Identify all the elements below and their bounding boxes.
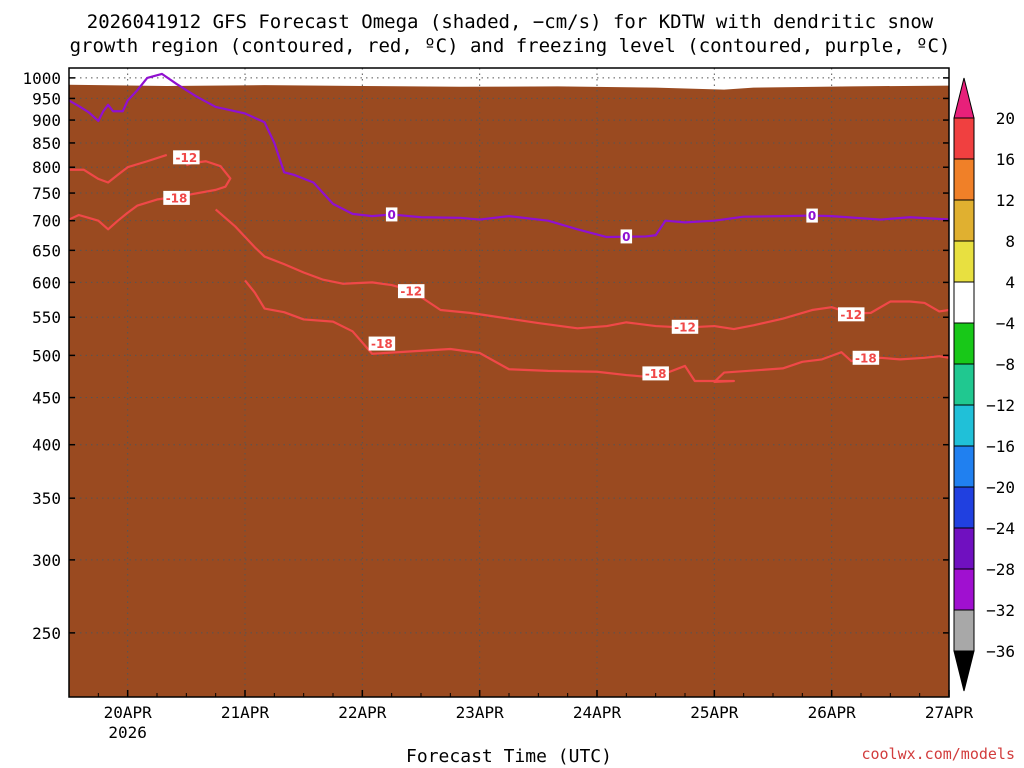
- contour-label-bg-4-1: [620, 229, 633, 244]
- colorbar-label-4: 4: [1005, 273, 1015, 292]
- colorbar-bin-5: [953, 322, 975, 365]
- colorbar-bin-0: [953, 117, 975, 160]
- y-tick-label-1000: 1000: [22, 69, 61, 88]
- colorbar-bin-7: [953, 404, 975, 447]
- y-tick-label-350: 350: [32, 489, 61, 508]
- y-tick-label-250: 250: [32, 624, 61, 643]
- contour-lines: -18 -18 -18 -12 -12 -12 -18 -12 0 0 0: [69, 72, 949, 383]
- colorbar-bin-6: [953, 363, 975, 406]
- colorbar-label-9: −20: [986, 478, 1015, 497]
- colorbar: 20 16 12 8 4 −4 −8 −12 −16 −20 −24 −28 −32 −36: [953, 77, 1015, 692]
- contour-line-3: [69, 153, 168, 184]
- y-tick-label-500: 500: [32, 346, 61, 365]
- colorbar-label-1: 16: [996, 150, 1015, 169]
- contour-label-bg-2-0: [163, 190, 190, 205]
- x-tick-label-156: 26APR: [808, 703, 857, 722]
- contour-label-0-1: -18: [645, 367, 667, 381]
- contour-line-4: [69, 72, 949, 239]
- x-tick-label-36: 21APR: [221, 703, 270, 722]
- plot-area: -18 -18 -18 -12 -12 -12 -18 -12 0 0 0: [68, 67, 950, 698]
- axes: 250 300 350 400 450 500 550 600 650 700 750 800 850 9…: [22, 69, 973, 742]
- contour-label-bg-0-1: [642, 366, 669, 381]
- x-tick-label-180: 27APR: [925, 703, 974, 722]
- colorbar-over-triangle: [953, 77, 975, 119]
- contour-label-4-2: 0: [808, 209, 816, 223]
- y-tick-label-600: 600: [32, 273, 61, 292]
- contour-label-1-2: -12: [840, 308, 862, 322]
- ground-layer: [69, 84, 949, 697]
- y-tick-label-750: 750: [32, 184, 61, 203]
- chart-title-line-2: growth region (contoured, red, ºC) and f…: [70, 35, 951, 57]
- colorbar-label-5: −4: [996, 314, 1015, 333]
- colorbar-label-3: 8: [1005, 232, 1015, 251]
- y-tick-label-300: 300: [32, 551, 61, 570]
- y-tick-label-850: 850: [32, 134, 61, 153]
- chart-title-line-1: 2026041912 GFS Forecast Omega (shaded, −…: [87, 11, 934, 33]
- contour-label-bg-3-0: [173, 150, 200, 165]
- x-tick-label-132: 25APR: [690, 703, 739, 722]
- contour-label-bg-1-2: [837, 307, 865, 322]
- colorbar-label-13: −36: [986, 642, 1015, 661]
- credit-text: coolwx.com/models: [861, 745, 1015, 763]
- contour-label-bg-4-2: [806, 208, 818, 223]
- y-tick-label-650: 650: [32, 241, 61, 260]
- x-tick-label-108: 24APR: [573, 703, 622, 722]
- y-tick-label-900: 900: [32, 111, 61, 130]
- contour-label-bg-4-0: [385, 207, 398, 222]
- x-axis-label: Forecast Time (UTC): [406, 746, 612, 767]
- colorbar-bin-10: [953, 527, 975, 570]
- grid-lines: [69, 68, 949, 697]
- colorbar-bin-1: [953, 158, 975, 201]
- contour-label-4-0: 0: [387, 208, 395, 222]
- contour-label-4-1: 0: [622, 230, 630, 244]
- y-tick-label-950: 950: [32, 89, 61, 108]
- colorbar-label-7: −12: [986, 396, 1015, 415]
- x-tick-label-84: 23APR: [456, 703, 505, 722]
- colorbar-bin-8: [953, 445, 975, 488]
- colorbar-label-2: 12: [996, 191, 1015, 210]
- colorbar-bin-2: [953, 199, 975, 242]
- contour-label-2-0: -18: [166, 191, 188, 205]
- y-tick-label-550: 550: [32, 308, 61, 327]
- colorbar-bin-9: [953, 486, 975, 529]
- contour-label-bg-0-0: [368, 336, 396, 351]
- ground-surface: [69, 84, 949, 697]
- colorbar-bin-3: [953, 240, 975, 283]
- contour-line-2: [69, 160, 232, 231]
- colorbar-bin-11: [953, 568, 975, 611]
- x-tick-label-60: 22APR: [338, 703, 387, 722]
- colorbar-label-10: −24: [986, 519, 1015, 538]
- y-tick-label-700: 700: [32, 212, 61, 231]
- x-tick-label-12: 20APR: [104, 703, 153, 722]
- contour-label-0-0: -18: [371, 337, 393, 351]
- y-tick-label-400: 400: [32, 436, 61, 455]
- contour-label-0-2: -18: [855, 351, 877, 365]
- colorbar-bin-12: [953, 609, 975, 652]
- colorbar-label-8: −16: [986, 437, 1015, 456]
- colorbar-bin-4: [953, 281, 975, 324]
- y-tick-label-800: 800: [32, 158, 61, 177]
- x-tick-sublabel-12: 2026: [108, 723, 147, 742]
- contour-label-1-0: -12: [400, 285, 422, 299]
- contour-label-bg-1-1: [671, 319, 699, 334]
- contour-label-bg-0-2: [852, 350, 880, 365]
- contour-label-1-1: -12: [674, 320, 696, 334]
- colorbar-label-6: −8: [996, 355, 1015, 374]
- colorbar-label-0: 20: [996, 109, 1015, 128]
- colorbar-label-12: −32: [986, 601, 1015, 620]
- contour-label-3-0: -12: [175, 151, 197, 165]
- y-tick-label-450: 450: [32, 389, 61, 408]
- colorbar-label-11: −28: [986, 560, 1015, 579]
- contour-label-bg-1-0: [397, 284, 425, 299]
- colorbar-under-triangle: [953, 650, 975, 692]
